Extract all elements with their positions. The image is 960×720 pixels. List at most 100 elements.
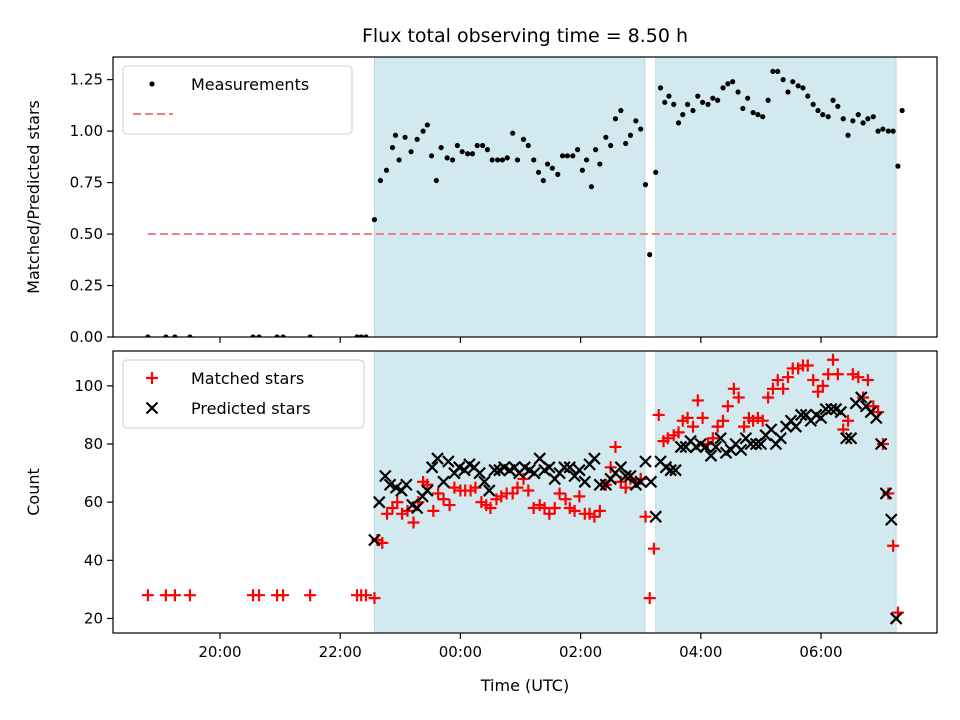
data-point — [738, 420, 751, 433]
data-point — [664, 463, 678, 477]
y-tick-label: 0.00 — [70, 328, 103, 346]
data-point — [801, 359, 814, 372]
data-point — [421, 484, 434, 497]
data-point — [588, 184, 595, 190]
data-point — [437, 493, 450, 506]
data-point — [489, 157, 495, 163]
data-point — [141, 589, 154, 602]
data-point — [588, 510, 601, 523]
data-point — [749, 437, 763, 451]
data-point — [725, 81, 731, 87]
data-point — [764, 423, 778, 436]
data-point — [730, 79, 736, 85]
data-point — [568, 504, 581, 517]
data-point — [396, 157, 402, 163]
data-point — [438, 144, 444, 151]
y-tick-label: 40 — [84, 551, 103, 569]
data-point — [705, 101, 711, 107]
data-point — [488, 463, 501, 477]
data-point — [187, 334, 193, 337]
chart-title: Flux total observing time = 8.50 h — [362, 25, 688, 47]
data-point — [691, 394, 704, 407]
data-point — [794, 408, 808, 422]
data-point — [454, 142, 460, 149]
data-point — [820, 112, 826, 118]
legend-box — [122, 65, 353, 135]
data-point — [579, 167, 585, 173]
data-point — [619, 481, 632, 494]
data-point — [420, 128, 426, 134]
data-point — [168, 589, 181, 602]
data-point — [478, 475, 491, 489]
data-point — [372, 495, 386, 509]
data-point — [735, 89, 741, 95]
data-point — [852, 371, 865, 384]
data-point — [484, 501, 497, 514]
data-point — [870, 411, 883, 425]
data-point — [717, 414, 730, 427]
data-point — [790, 79, 796, 85]
data-point — [762, 391, 775, 404]
data-point — [459, 149, 465, 155]
data-point — [558, 461, 571, 474]
data-point — [480, 142, 486, 149]
data-point — [499, 157, 506, 163]
data-point — [528, 466, 541, 480]
data-point — [402, 134, 408, 140]
data-point — [857, 391, 870, 404]
panel-frame — [112, 56, 938, 338]
data-point — [514, 157, 521, 163]
data-point — [854, 391, 868, 404]
data-point — [845, 132, 851, 138]
data-point — [740, 105, 746, 112]
data-point — [844, 431, 858, 445]
x-tick-label: 02:00 — [559, 643, 602, 661]
y-tick-label: 100 — [74, 377, 103, 395]
data-point — [696, 411, 709, 424]
star-count-panel: 20 40 60 80 100 20:00 22:00 00:00 02:00 04:00 06:0… — [24, 350, 938, 661]
data-point — [520, 136, 527, 142]
data-point — [686, 420, 699, 433]
data-point — [377, 177, 384, 184]
data-point — [525, 142, 531, 149]
data-point — [172, 334, 178, 337]
observing-window-0 — [373, 56, 646, 338]
data-point — [816, 379, 829, 392]
data-point — [383, 167, 390, 173]
data-point — [690, 107, 696, 114]
data-point — [564, 153, 570, 159]
data-point — [363, 334, 369, 337]
data-point — [780, 77, 786, 83]
data-point — [819, 402, 833, 416]
data-point — [766, 382, 779, 395]
data-point — [510, 130, 516, 136]
y-tick-label: 0.25 — [70, 277, 103, 295]
data-point — [448, 481, 461, 494]
data-point — [425, 461, 439, 474]
data-point — [715, 97, 721, 103]
data-point — [652, 408, 665, 421]
data-point — [885, 128, 891, 134]
data-point — [588, 452, 601, 465]
data-point — [360, 589, 373, 602]
legend-label: Matched stars — [191, 369, 304, 388]
x-tick-label: 20:00 — [198, 643, 241, 661]
data-point — [714, 431, 727, 445]
data-point — [810, 101, 816, 107]
data-point — [835, 103, 841, 110]
data-point — [870, 114, 876, 120]
series-layer — [141, 353, 904, 625]
flux-ratio-panel: 0.00 0.25 0.50 0.75 1.00 1.25 Matched/Predicte… — [24, 56, 938, 346]
data-point — [442, 455, 455, 468]
data-point — [407, 516, 420, 529]
data-point — [378, 469, 392, 483]
data-point — [674, 440, 688, 454]
data-point — [603, 134, 609, 140]
series-0 — [141, 353, 904, 619]
data-point — [775, 68, 781, 75]
data-point — [706, 432, 719, 445]
data-point — [840, 116, 846, 122]
data-point — [543, 507, 556, 520]
data-point — [473, 466, 486, 480]
data-point — [644, 475, 658, 489]
